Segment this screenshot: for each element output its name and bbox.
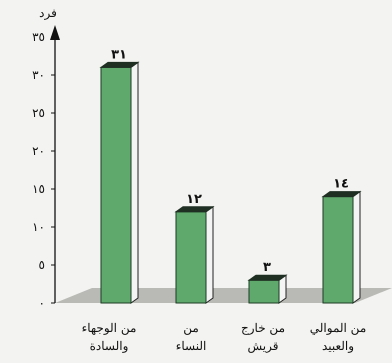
bar-2: ١٢ [174, 192, 215, 304]
y-axis-arrow-icon [50, 25, 60, 40]
y-tick-label: ١٥ [32, 182, 45, 196]
category-label: والعبيد [322, 339, 354, 353]
bar-value-label: ١٤ [333, 177, 349, 192]
bar-side-face [130, 61, 139, 304]
bar-side-face [205, 205, 214, 304]
y-axis-ticks: ٠ ٥ ١٠ ١٥ ٢٠ ٢٥ ٣٠ ٣٥ [32, 30, 55, 310]
category-label: من [183, 321, 199, 335]
bar-value-label: ٣ [263, 260, 271, 275]
y-tick-label: ١٠ [32, 220, 45, 234]
y-tick-label: ٢٥ [32, 106, 45, 120]
category-label: النساء [176, 339, 207, 353]
bar-1: ٣١ [99, 47, 140, 304]
bar-value-label: ٣١ [111, 47, 127, 62]
bar-top-face [321, 191, 362, 198]
bar-front-face [248, 279, 280, 304]
bar-front-face [322, 196, 354, 304]
category-label: من الموالي [310, 321, 367, 335]
y-axis-label: فرد [39, 6, 57, 20]
bar-front-face [100, 66, 132, 304]
y-tick-label: ٣٥ [32, 30, 45, 44]
category-labels: من الوجهاء والسادة من النساء من خارج قريش من ا… [82, 321, 367, 353]
category-label: من الوجهاء [82, 321, 137, 335]
bars-group: ٣١ ١٢ ٣ ١٤ [99, 47, 362, 304]
y-tick-label: ٢٠ [32, 144, 45, 158]
bar-3: ٣ [247, 260, 288, 304]
bar-top-face [174, 206, 215, 213]
bar-4: ١٤ [321, 177, 362, 304]
y-tick-label: ٠ [39, 296, 45, 310]
category-label: قريش [248, 339, 279, 353]
category-label: من خارج [241, 321, 285, 335]
y-tick-label: ٣٠ [32, 68, 45, 82]
bar-top-face [99, 61, 140, 68]
bar-value-label: ١٢ [186, 192, 202, 207]
y-tick-label: ٥ [39, 258, 45, 272]
category-label: والسادة [90, 339, 129, 353]
bar-side-face [352, 190, 361, 304]
chart-floor [55, 288, 392, 303]
bar-front-face [175, 211, 207, 304]
bar-top-face [247, 274, 288, 281]
